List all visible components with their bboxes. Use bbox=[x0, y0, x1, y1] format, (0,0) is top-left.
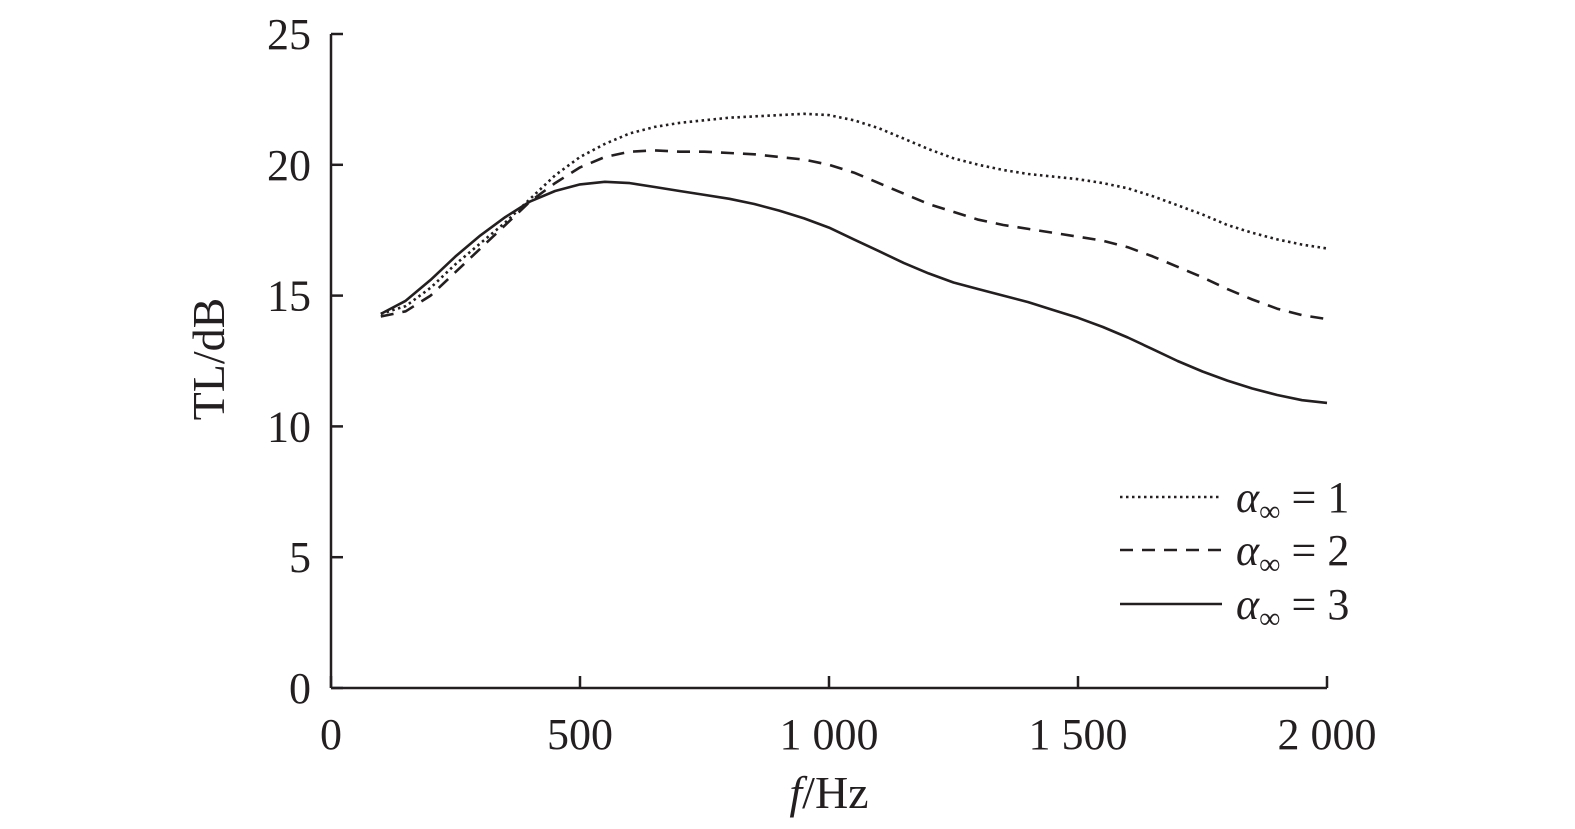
y-tick-label: 25 bbox=[267, 10, 311, 59]
series-line-2 bbox=[380, 149, 1328, 321]
legend-label-3: α∞ = 3 bbox=[1236, 580, 1349, 635]
legend-symbol: α bbox=[1236, 580, 1260, 629]
x-ticks: 0 500 1 000 1 500 2 000 bbox=[320, 676, 1377, 759]
legend-symbol: α bbox=[1236, 526, 1260, 575]
x-tick-label: 0 bbox=[320, 710, 342, 759]
legend-label-2: α∞ = 2 bbox=[1236, 526, 1349, 581]
legend: α∞ = 1α∞ = 2α∞ = 3 bbox=[1120, 473, 1349, 635]
x-tick-label: 2 000 bbox=[1278, 710, 1377, 759]
legend-value: = 2 bbox=[1281, 526, 1350, 575]
legend-subscript: ∞ bbox=[1259, 548, 1280, 581]
series-line-3 bbox=[380, 180, 1328, 405]
y-tick-label: 0 bbox=[289, 664, 311, 713]
x-tick-label: 1 000 bbox=[780, 710, 879, 759]
y-tick-label: 5 bbox=[289, 533, 311, 582]
legend-symbol: α bbox=[1236, 473, 1260, 522]
series-group bbox=[380, 112, 1328, 405]
series-line-1 bbox=[380, 112, 1328, 316]
legend-subscript: ∞ bbox=[1259, 602, 1280, 635]
x-axis-title-unit: /Hz bbox=[802, 767, 868, 818]
x-tick-label: 500 bbox=[547, 710, 613, 759]
y-axis-title: TL/dB bbox=[183, 298, 234, 421]
y-ticks: 0 5 10 15 20 25 bbox=[267, 10, 343, 713]
y-tick-label: 15 bbox=[267, 272, 311, 321]
legend-value: = 1 bbox=[1281, 473, 1350, 522]
x-axis-title: f/Hz bbox=[789, 767, 868, 818]
y-tick-label: 20 bbox=[267, 141, 311, 190]
legend-label-1: α∞ = 1 bbox=[1236, 473, 1349, 528]
x-tick-label: 1 500 bbox=[1029, 710, 1128, 759]
y-tick-label: 10 bbox=[267, 402, 311, 451]
legend-value: = 3 bbox=[1281, 580, 1350, 629]
legend-subscript: ∞ bbox=[1259, 495, 1280, 528]
